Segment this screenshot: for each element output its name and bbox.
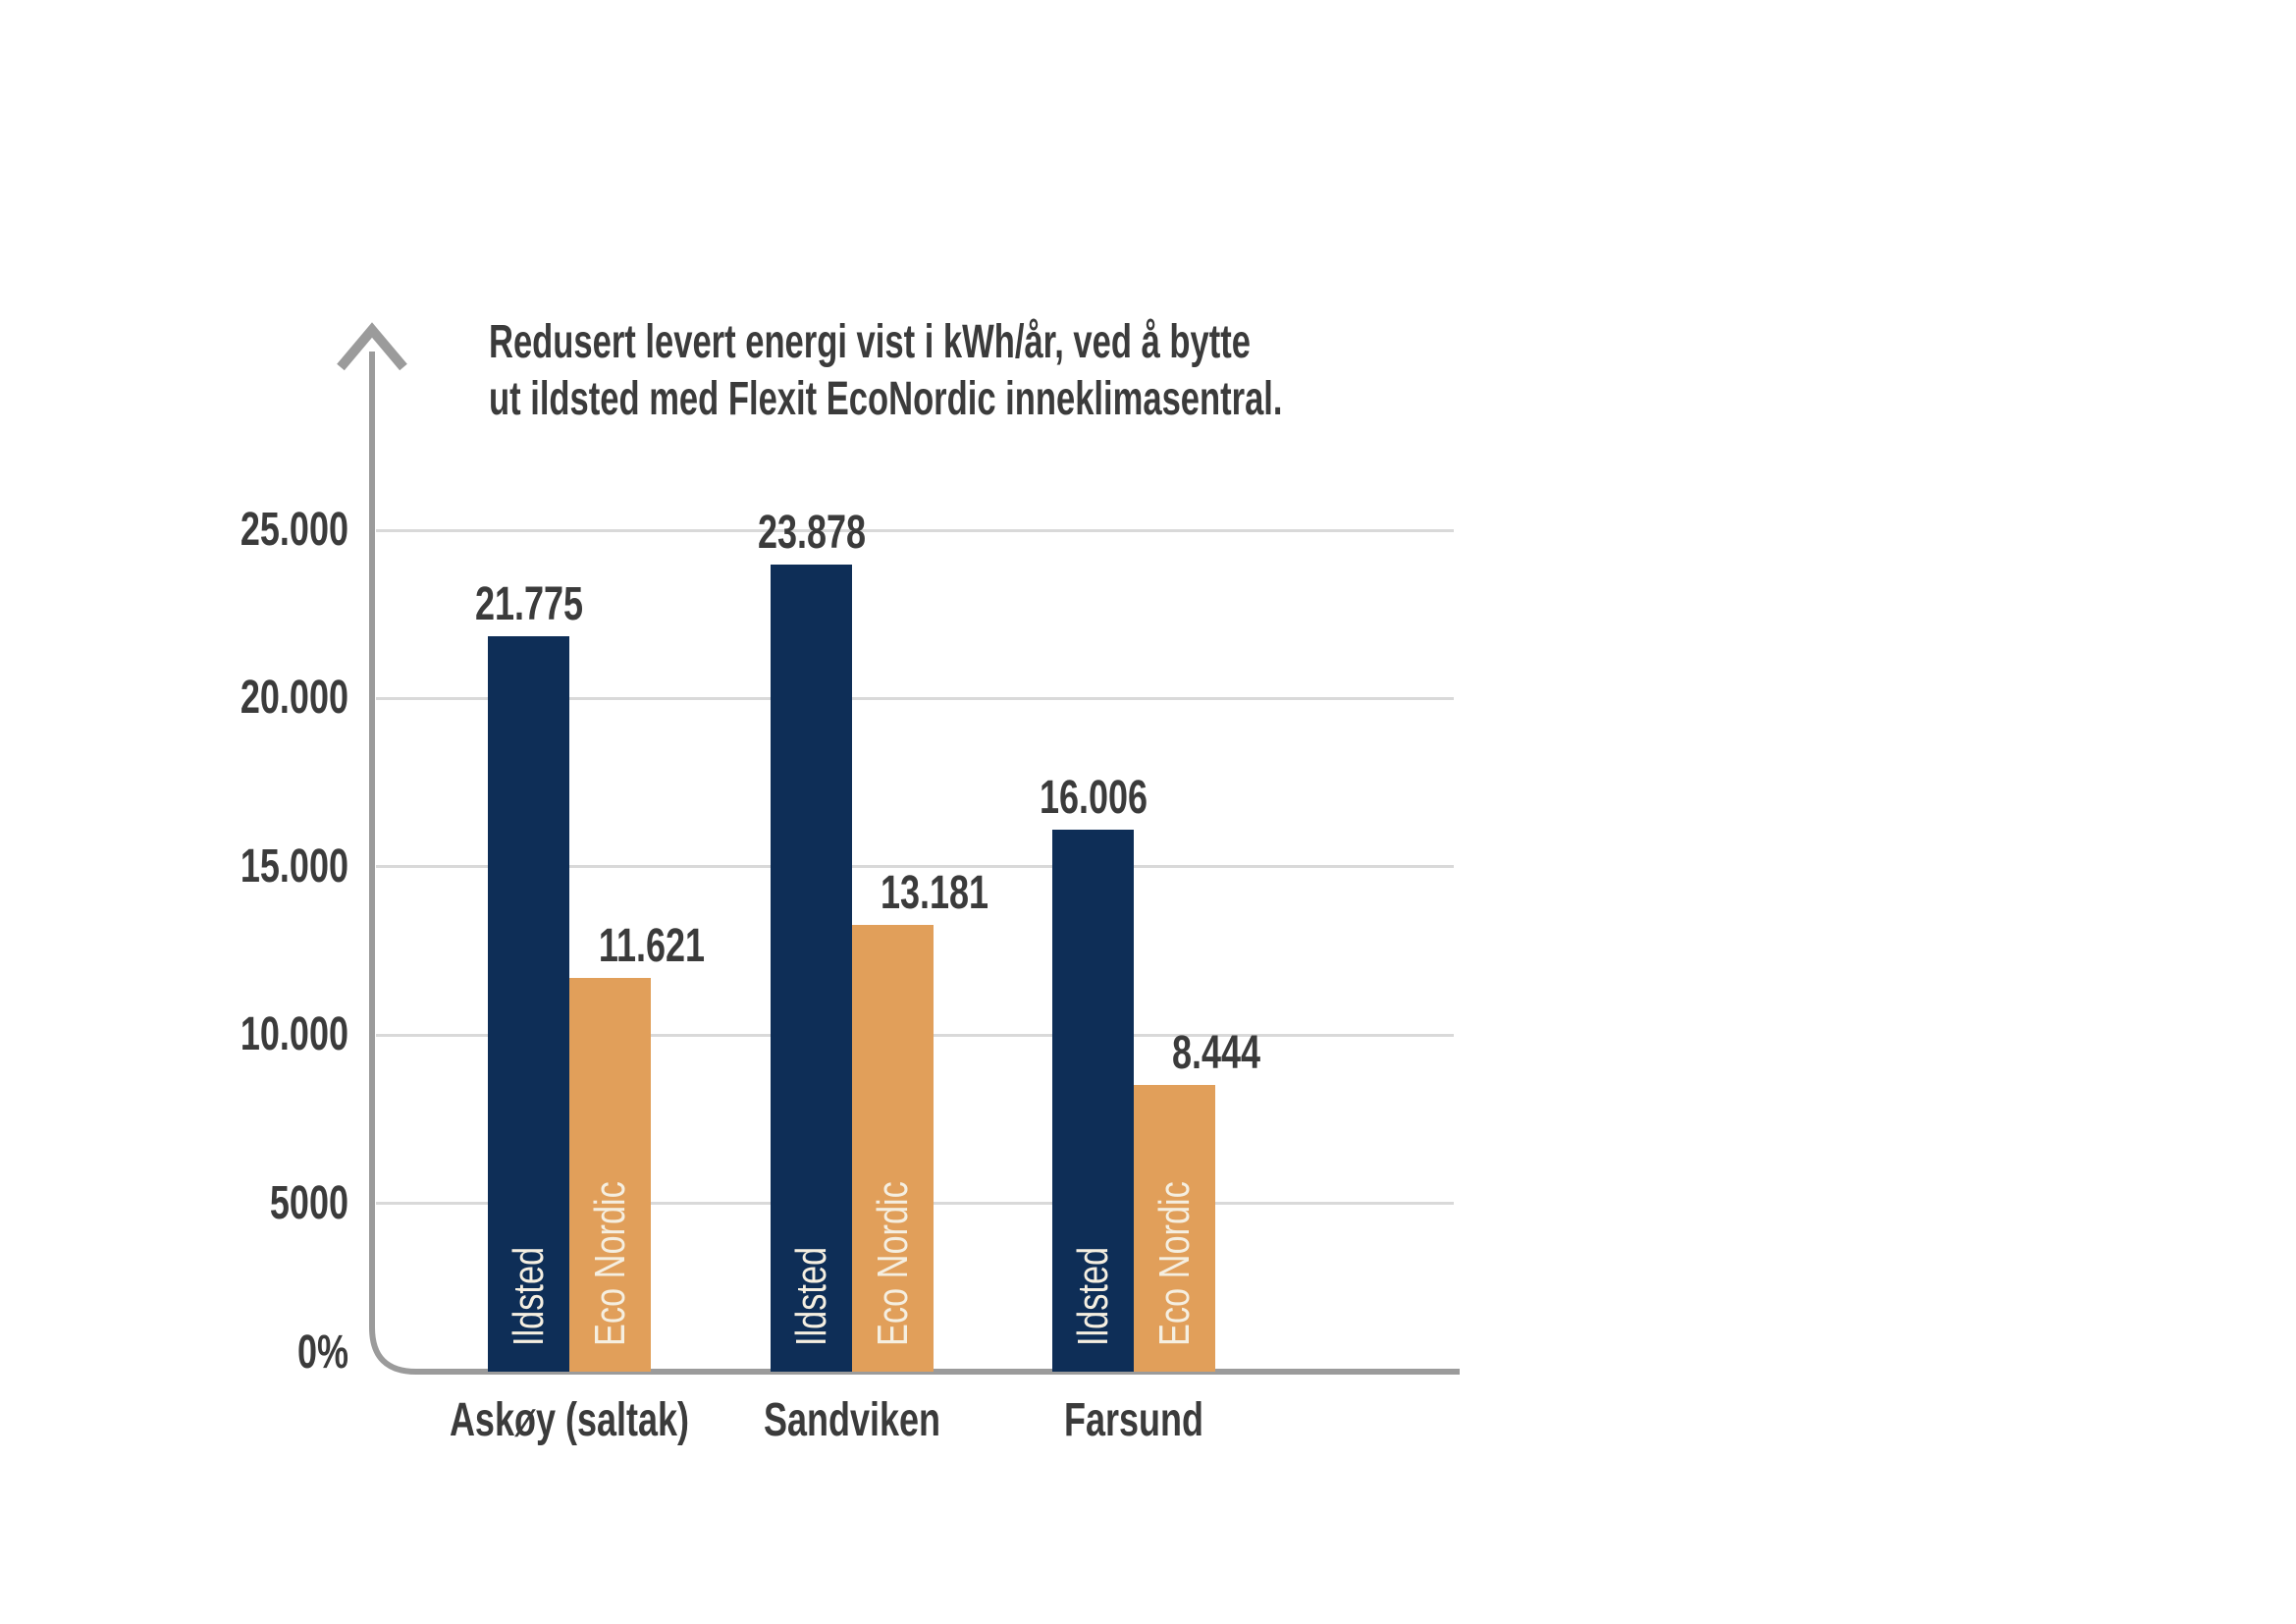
bar-ildsted-sandviken (771, 565, 852, 1372)
bar-series-label-eco-nordic: Eco Nordic (586, 1181, 634, 1346)
chart-title: Redusert levert energi vist i kWh/år, ve… (489, 314, 1283, 428)
bar-series-label-ildsted: Ildsted (1069, 1246, 1117, 1346)
axis-line (369, 352, 1460, 1375)
bar-series-label-ildsted: Ildsted (787, 1246, 835, 1346)
gridline-15000 (376, 865, 1454, 869)
chart-title-line2: ut ildsted med Flexit EcoNordic inneklim… (489, 373, 1283, 425)
y-tick-label-0-: 0% (296, 1326, 348, 1379)
x-category-label-farsund: Farsund (1063, 1394, 1204, 1446)
y-axis-arrow-icon (337, 322, 407, 371)
bar-value-label-21-775: 21.775 (474, 577, 583, 630)
bar-series-label-eco-nordic: Eco Nordic (869, 1181, 917, 1346)
bar-value-label-8-444: 8.444 (1171, 1026, 1260, 1079)
bar-series-label-eco-nordic: Eco Nordic (1150, 1181, 1199, 1346)
y-tick-label-5000: 5000 (269, 1176, 348, 1229)
gridline-20000 (376, 696, 1454, 700)
bar-value-label-13-181: 13.181 (880, 867, 988, 920)
y-tick-label-20-000: 20.000 (240, 672, 348, 725)
gridline-25000 (376, 528, 1454, 532)
bar-value-label-11-621: 11.621 (598, 919, 705, 972)
bar-eco-nordic-farsund (1134, 1084, 1215, 1372)
bar-eco-nordic-ask-y-saltak- (569, 977, 651, 1372)
chart-title-line1: Redusert levert energi vist i kWh/år, ve… (489, 316, 1251, 368)
bar-ildsted-ask-y-saltak- (488, 635, 569, 1372)
y-tick-label-10-000: 10.000 (240, 1008, 348, 1061)
x-category-label-sandviken: Sandviken (763, 1394, 941, 1446)
y-tick-label-25-000: 25.000 (240, 504, 348, 556)
bar-series-label-ildsted: Ildsted (505, 1246, 553, 1346)
bar-eco-nordic-sandviken (852, 925, 934, 1372)
bar-value-label-23-878: 23.878 (757, 507, 866, 560)
x-category-label-ask-y-saltak-: Askøy (saltak) (449, 1394, 690, 1446)
bar-ildsted-farsund (1052, 830, 1134, 1372)
bar-value-label-16-006: 16.006 (1039, 772, 1148, 825)
y-tick-label-15-000: 15.000 (240, 839, 348, 893)
